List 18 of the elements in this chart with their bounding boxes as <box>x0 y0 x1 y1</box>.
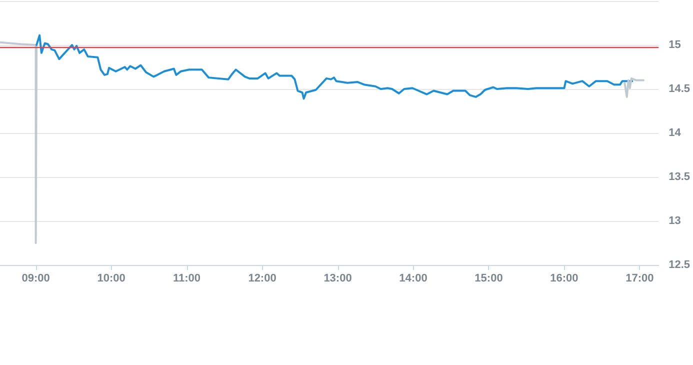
y-tick-label: 15 <box>668 39 681 51</box>
x-tick-label: 10:00 <box>97 272 126 284</box>
x-tick-label: 11:00 <box>173 272 201 284</box>
x-tick-label: 12:00 <box>248 272 276 284</box>
y-tick-label: 13 <box>668 215 681 227</box>
x-tick-label: 09:00 <box>22 272 50 284</box>
line-series <box>624 77 644 98</box>
y-tick-label: 12.5 <box>668 259 690 271</box>
line-series <box>0 41 38 244</box>
y-tick-label: 14 <box>668 127 682 139</box>
line-series <box>36 34 634 100</box>
x-tick-label: 14:00 <box>399 272 428 284</box>
x-tick-label: 16:00 <box>550 272 578 284</box>
x-tick-label: 15:00 <box>474 272 503 284</box>
x-tick-label: 17:00 <box>626 272 654 284</box>
x-tick-label: 13:00 <box>324 272 352 284</box>
y-tick-label: 13.5 <box>668 171 690 183</box>
y-tick-label: 14.5 <box>668 83 690 95</box>
